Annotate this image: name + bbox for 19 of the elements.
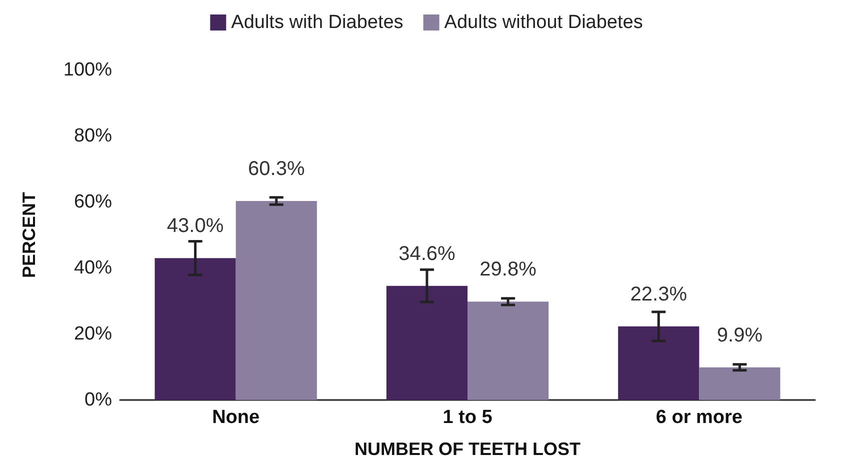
legend-label: Adults without Diabetes <box>444 12 643 33</box>
data-label: 29.8% <box>480 258 537 281</box>
y-tick-label: 100% <box>63 60 112 80</box>
data-label: 22.3% <box>630 283 688 306</box>
data-label: 34.6% <box>398 242 456 265</box>
data-label: 9.9% <box>716 324 763 346</box>
data-label: 60.3% <box>248 158 305 180</box>
y-tick-label: 0% <box>84 390 112 410</box>
x-tick-label: None <box>212 407 260 428</box>
y-tick-label: 20% <box>74 324 112 344</box>
y-tick-label: 40% <box>74 258 112 278</box>
y-axis-title: PERCENT <box>19 192 39 278</box>
y-tick-label: 80% <box>74 126 112 146</box>
x-tick-label: 6 or more <box>656 407 742 428</box>
x-tick-label: 1 to 5 <box>442 407 493 428</box>
y-tick-label: 60% <box>74 192 112 212</box>
x-axis-title: NUMBER OF TEETH LOST <box>354 439 580 459</box>
legend-label: Adults with Diabetes <box>231 12 404 33</box>
data-label: 43.0% <box>166 215 224 238</box>
